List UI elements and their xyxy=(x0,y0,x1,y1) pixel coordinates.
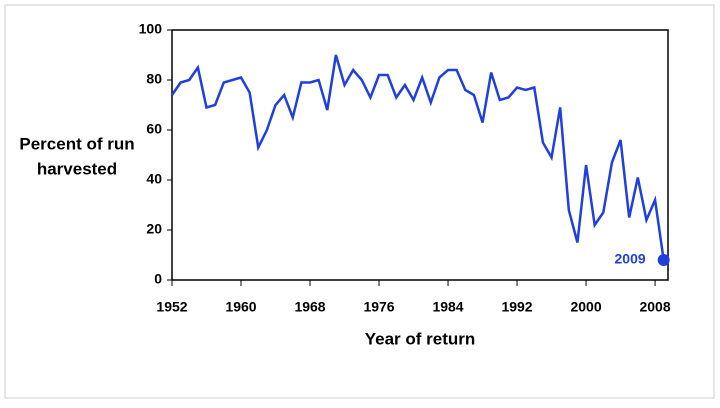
y-tick-label: 100 xyxy=(139,21,163,37)
annotation: 2009 xyxy=(615,251,646,267)
x-tick-label: 1984 xyxy=(432,299,463,315)
end-point xyxy=(657,254,670,266)
y-tick-label: 0 xyxy=(154,271,162,287)
y-axis-title: Percent of run xyxy=(19,134,134,153)
y-tick-label: 80 xyxy=(146,71,162,87)
y-tick-label: 40 xyxy=(146,171,162,187)
x-tick-label: 1976 xyxy=(363,299,394,315)
data-line xyxy=(170,54,665,261)
x-tick-label: 1952 xyxy=(156,299,187,315)
x-tick-label: 2008 xyxy=(639,299,670,315)
y-axis-title: harvested xyxy=(37,159,117,178)
x-axis-title: Year of return xyxy=(365,329,476,348)
x-tick-label: 1968 xyxy=(294,299,325,315)
x-tick-label: 1992 xyxy=(501,299,532,315)
x-tick-label: 2000 xyxy=(570,299,601,315)
y-tick-label: 20 xyxy=(146,221,162,237)
y-tick-label: 60 xyxy=(146,121,162,137)
x-tick-label: 1960 xyxy=(225,299,256,315)
plot-frame xyxy=(171,29,669,281)
frame xyxy=(4,4,715,399)
